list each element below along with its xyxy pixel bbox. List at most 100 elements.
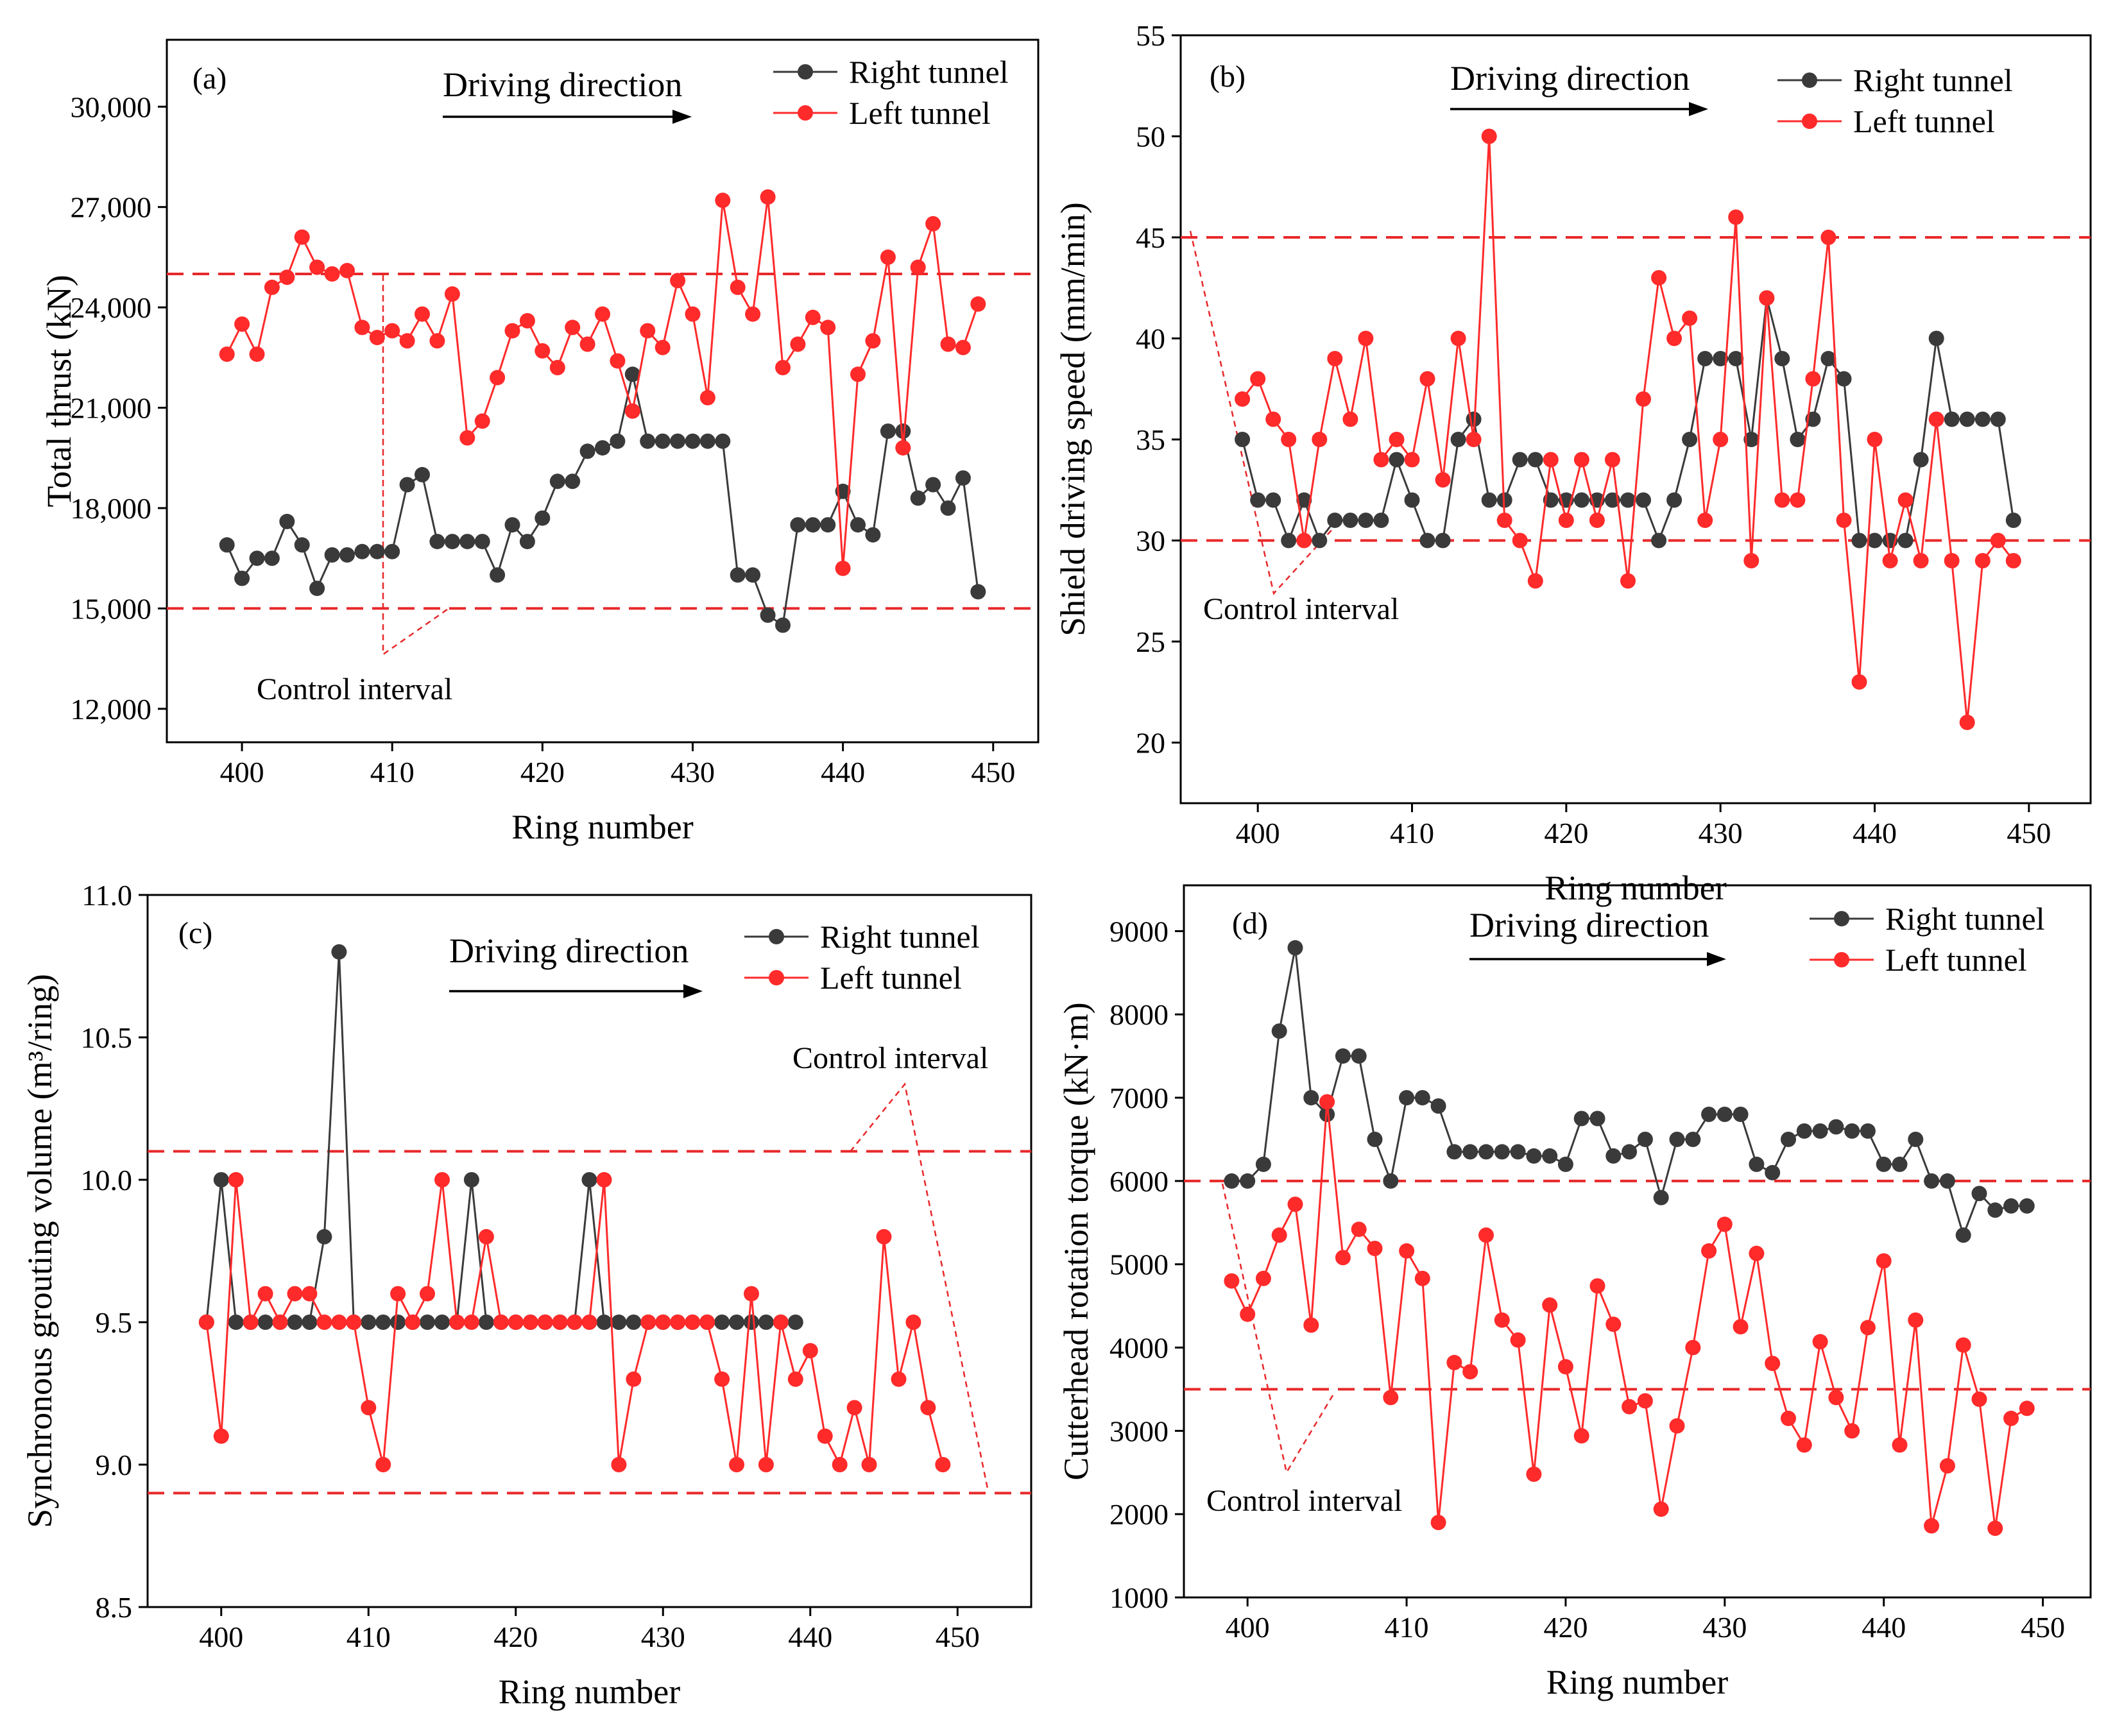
left-tunnel-point [640,323,656,339]
left-tunnel-point [910,259,926,275]
left-tunnel-point [405,1315,421,1330]
left-tunnel-point [670,1315,686,1330]
left-tunnel-point [243,1315,259,1330]
x-tick-label: 430 [1699,817,1743,849]
left-tunnel-point [1716,1216,1733,1232]
driving-direction-arrow-head [683,984,703,998]
left-tunnel-point [1713,432,1729,447]
legend-marker-right-tunnel [769,929,784,944]
right-tunnel-point [1876,1156,1892,1172]
right-tunnel-point [715,433,731,449]
left-tunnel-point [369,330,385,346]
x-tick-label: 410 [370,756,415,788]
right-tunnel-point [331,944,347,960]
legend-marker-left-tunnel [1802,114,1817,129]
left-tunnel-point [920,1400,936,1416]
x-tick-label: 420 [1544,817,1588,849]
right-tunnel-point [1666,492,1682,508]
right-tunnel-point [745,567,761,583]
left-tunnel-point [729,1457,744,1472]
left-tunnel-point [198,1315,214,1330]
left-tunnel-point [549,360,565,375]
left-tunnel-point [1733,1319,1749,1335]
legend-marker-left-tunnel [769,970,784,985]
left-tunnel-point [1335,1250,1351,1266]
left-tunnel-point [1240,1306,1256,1322]
left-tunnel-point [1805,371,1821,387]
right-tunnel-point [1414,1090,1430,1106]
right-tunnel-point [1701,1107,1717,1122]
left-tunnel-point [1271,1227,1287,1243]
left-tunnel-point [1235,391,1251,407]
right-tunnel-point [1716,1107,1733,1122]
left-tunnel-point [1851,674,1867,690]
x-tick-label: 430 [671,756,715,788]
right-tunnel-point [1790,432,1806,447]
y-tick-label: 55 [1136,19,1165,52]
right-tunnel-point [384,543,400,559]
left-tunnel-point [1987,1520,2003,1536]
right-tunnel-point [729,1315,744,1330]
left-tunnel-point [264,279,280,295]
left-tunnel-point [1558,513,1574,528]
driving-direction-label: Driving direction [443,65,682,104]
legend-marker-left-tunnel [798,105,813,121]
left-tunnel-point [1892,1437,1908,1453]
y-tick-label: 27,000 [71,191,152,224]
right-tunnel-point [1928,330,1944,346]
y-tick-label: 8000 [1109,998,1169,1031]
right-tunnel-point [1265,492,1281,508]
left-tunnel-point [955,339,971,355]
right-tunnel-point [758,1315,774,1330]
right-tunnel-point [955,470,971,486]
y-tick-label: 40 [1136,323,1165,355]
legend-label-right-tunnel: Right tunnel [820,919,980,955]
left-tunnel-point [309,259,325,275]
control-interval-label: Control interval [1206,1484,1402,1518]
right-tunnel-point [685,433,701,449]
right-tunnel-point [354,543,370,559]
left-tunnel-point [1573,452,1589,468]
right-tunnel-point [699,433,715,449]
left-tunnel-point [1543,452,1559,468]
left-tunnel-point [876,1229,892,1245]
y-tick-label: 2000 [1109,1498,1169,1531]
left-tunnel-point [1908,1312,1924,1328]
right-tunnel-point [1733,1107,1749,1122]
right-tunnel-point [2019,1198,2035,1214]
left-tunnel-point [234,316,250,332]
right-tunnel-point [1573,1111,1589,1127]
right-tunnel-point [624,366,640,382]
right-tunnel-point [1351,1048,1367,1064]
left-tunnel-point [519,313,535,328]
left-tunnel-point [1959,715,1975,730]
left-tunnel-point [1389,432,1405,447]
y-tick-label: 15,000 [71,592,152,625]
right-tunnel-point [420,1315,435,1330]
left-tunnel-point [1653,1501,1669,1517]
left-tunnel-point [1939,1458,1955,1474]
right-tunnel-point [1335,1048,1351,1064]
left-tunnel-point [504,323,520,339]
left-tunnel-point [640,1315,656,1330]
right-tunnel-point [1250,492,1266,508]
left-tunnel-point [655,339,671,355]
left-tunnel-point [940,336,956,352]
right-tunnel-point [611,1315,627,1330]
y-tick-label: 9000 [1109,915,1169,948]
right-tunnel-point [1399,1090,1415,1106]
legend-label-left-tunnel: Left tunnel [820,960,962,996]
right-tunnel-series [1224,940,2035,1243]
right-tunnel-point [1512,452,1528,468]
right-tunnel-point [1450,432,1466,447]
y-tick-label: 18,000 [71,492,152,525]
left-tunnel-point [817,1428,833,1444]
left-tunnel-point [1462,1364,1478,1380]
left-tunnel-point [339,262,355,278]
left-tunnel-point [508,1315,524,1330]
right-tunnel-point [415,466,430,482]
right-tunnel-point [1446,1144,1462,1160]
right-tunnel-point [279,513,295,529]
right-tunnel-point [264,550,280,566]
x-tick-label: 430 [641,1621,685,1653]
